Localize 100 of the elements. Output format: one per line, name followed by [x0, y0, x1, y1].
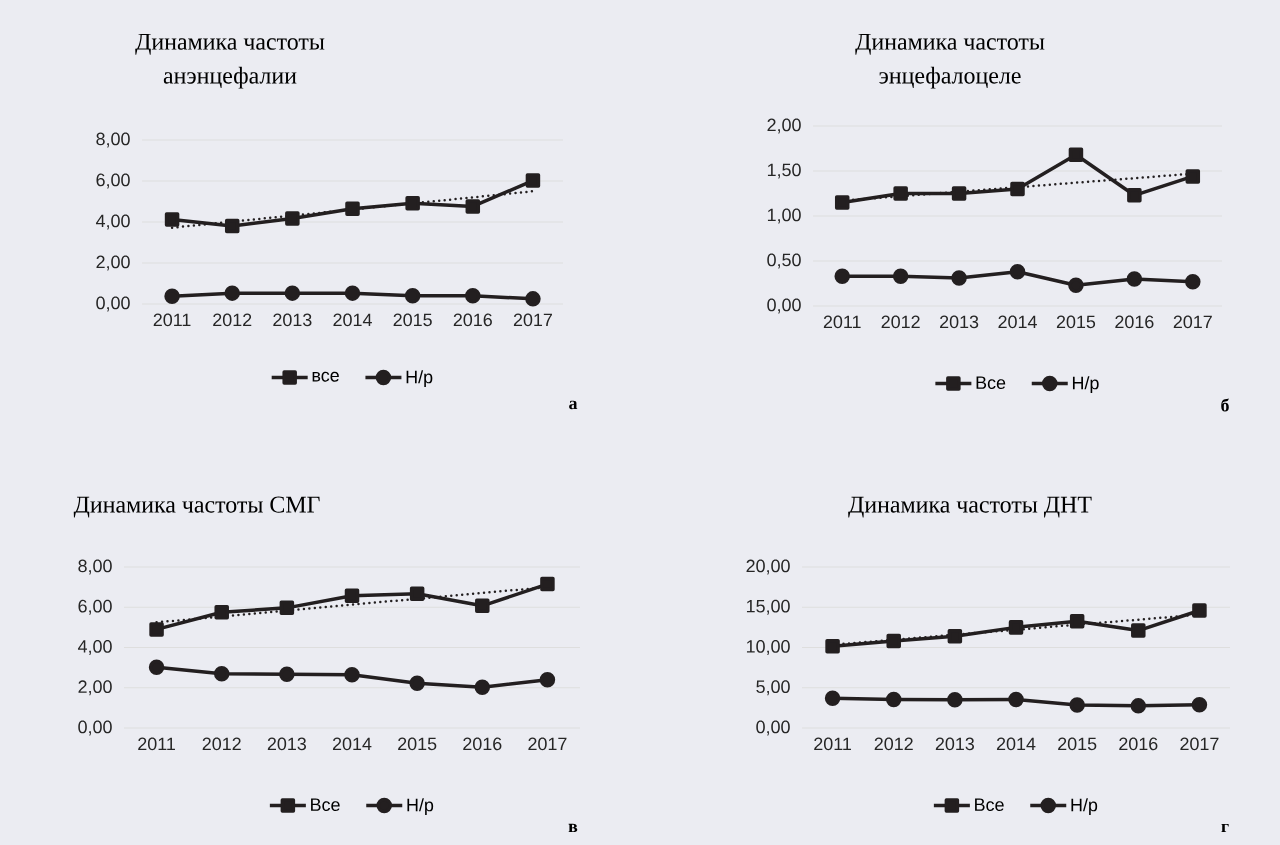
point: [279, 666, 295, 683]
point: [1126, 271, 1143, 287]
point: [409, 586, 425, 602]
y-tick-label: 8,00: [78, 559, 112, 575]
legend-label: Все: [311, 798, 340, 812]
point: [947, 628, 963, 644]
chart-title: Динамика частоты ДНТ: [848, 496, 1092, 518]
point: [345, 201, 360, 216]
point: [214, 605, 229, 620]
chart-title: Динамика частоты энцефалоцеле: [855, 33, 1045, 89]
x-tick-label: 2016: [463, 737, 502, 751]
point: [834, 268, 850, 285]
point: [1068, 147, 1084, 163]
x-tick-label: 2013: [940, 315, 979, 329]
point: [1009, 264, 1026, 280]
x-tick-label: 2016: [1115, 315, 1154, 329]
x-tick-label: 2012: [881, 315, 920, 329]
point: [224, 218, 240, 234]
x-tick-label: 2017: [1173, 315, 1212, 329]
y-tick-label: 1,50: [767, 163, 801, 179]
point: [885, 691, 902, 708]
x-tick-label: 2015: [393, 313, 432, 327]
y-tick-label: 10,00: [746, 640, 790, 655]
y-tick-label: 5,00: [756, 680, 790, 696]
point: [540, 576, 555, 592]
y-tick-label: 0,00: [96, 296, 130, 312]
y-tick-label: 6,00: [78, 599, 112, 615]
x-tick-label: 2012: [202, 737, 241, 751]
y-tick-label: 0,00: [756, 720, 790, 736]
point: [344, 588, 360, 604]
text: а: [569, 400, 578, 410]
x-tick-label: 2017: [1180, 737, 1219, 751]
y-tick-label: 1,00: [767, 208, 801, 224]
point: [224, 285, 240, 301]
point: [824, 690, 841, 706]
point: [1127, 188, 1142, 203]
y-tick-label: 2,00: [78, 680, 112, 696]
chart-title: Динамика частоты анэнцефалии: [135, 33, 325, 89]
point: [404, 288, 421, 304]
chart-title: Динамика частоты СМГ: [73, 496, 320, 518]
legend-label: Все: [975, 798, 1004, 812]
x-tick-label: 2014: [332, 737, 372, 751]
y-tick-label: 0,00: [78, 720, 112, 736]
y-tick-label: 0,00: [767, 298, 801, 314]
x-tick-label: 2015: [1056, 315, 1096, 329]
y-tick-label: 2,00: [767, 118, 801, 134]
point: [1191, 696, 1208, 713]
legend-label: Н/р: [407, 798, 434, 815]
y-tick-label: 20,00: [746, 559, 790, 575]
point: [825, 639, 840, 654]
y-tick-label: 15,00: [746, 599, 790, 615]
point: [1185, 169, 1201, 184]
legend-label: Все: [976, 376, 1006, 390]
x-tick-label: 2013: [267, 737, 307, 751]
point: [474, 679, 491, 695]
x-tick-label: 2014: [333, 313, 372, 327]
point: [279, 600, 295, 616]
x-tick-label: 2012: [874, 737, 913, 751]
point: [1069, 697, 1085, 713]
x-tick-label: 2013: [935, 737, 975, 751]
legend-label: Н/р: [1071, 798, 1098, 815]
point: [1008, 691, 1024, 708]
point: [1192, 603, 1207, 618]
point: [409, 675, 425, 692]
point: [539, 671, 556, 688]
legend-label: все: [312, 371, 339, 382]
x-tick-label: 2011: [153, 313, 191, 327]
point: [149, 622, 164, 637]
point: [405, 195, 420, 211]
point: [164, 288, 180, 304]
point: [164, 212, 180, 227]
x-tick-label: 2016: [1119, 737, 1158, 751]
x-tick-label: 2015: [398, 737, 437, 751]
y-tick-label: 6,00: [96, 173, 130, 189]
point: [285, 211, 300, 226]
point: [465, 288, 481, 304]
x-tick-label: 2017: [528, 737, 567, 751]
y-tick-label: 4,00: [95, 214, 130, 230]
x-tick-label: 2012: [213, 313, 252, 327]
x-tick-label: 2011: [814, 737, 851, 751]
text: в: [568, 823, 578, 833]
x-tick-label: 2015: [1058, 737, 1097, 751]
x-tick-label: 2014: [996, 737, 1036, 751]
point: [951, 186, 967, 201]
point: [1008, 620, 1024, 635]
point: [1131, 623, 1146, 638]
x-tick-label: 2017: [513, 313, 552, 327]
point: [1130, 698, 1147, 714]
point: [475, 598, 490, 614]
x-tick-label: 2013: [273, 313, 312, 327]
point: [1068, 277, 1084, 294]
text: г: [1221, 823, 1229, 833]
point: [1185, 273, 1201, 290]
point: [1069, 614, 1085, 629]
point: [344, 666, 360, 683]
legend-label: Н/р: [406, 370, 433, 387]
point: [525, 291, 541, 307]
x-tick-label: 2016: [453, 313, 492, 327]
x-tick-label: 2014: [998, 315, 1037, 329]
point: [1010, 181, 1025, 197]
